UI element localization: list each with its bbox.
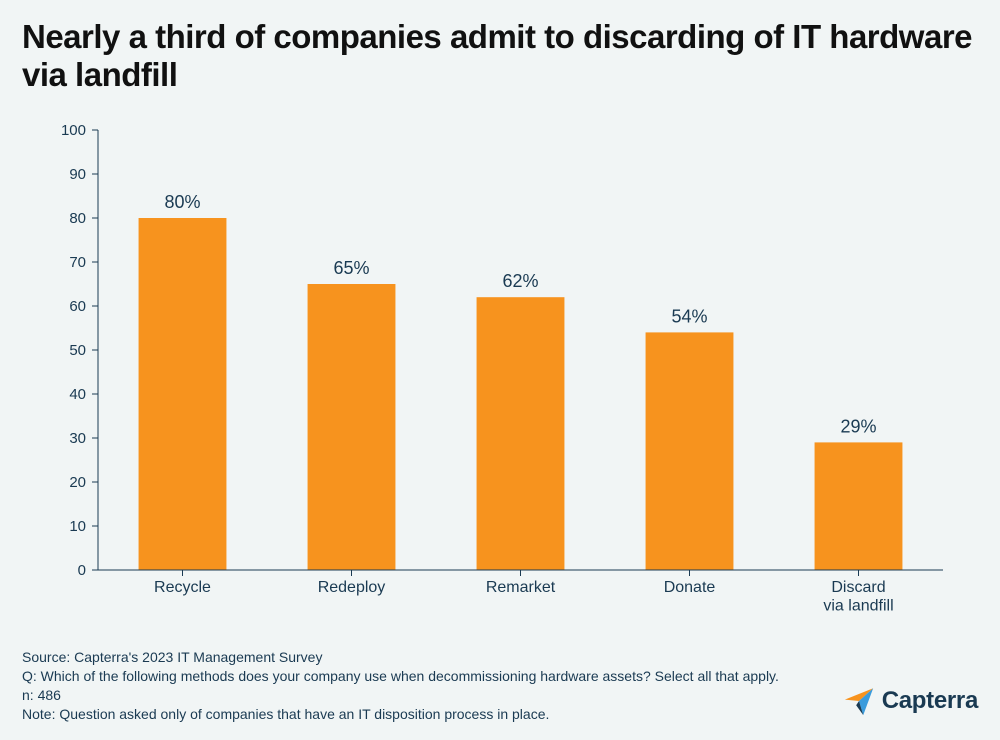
- category-label: Donate: [664, 579, 716, 596]
- svg-text:80: 80: [69, 210, 86, 227]
- svg-text:10: 10: [69, 518, 86, 535]
- bar: [646, 332, 734, 570]
- category-label: Recycle: [154, 579, 211, 596]
- svg-text:90: 90: [69, 166, 86, 183]
- bar-value-label: 29%: [840, 416, 876, 436]
- bar-value-label: 80%: [164, 192, 200, 212]
- bar-value-label: 62%: [502, 271, 538, 291]
- svg-text:20: 20: [69, 474, 86, 491]
- svg-text:0: 0: [78, 562, 86, 579]
- bar: [139, 218, 227, 570]
- svg-text:40: 40: [69, 386, 86, 403]
- bar-value-label: 65%: [333, 258, 369, 278]
- bar-chart: 0 10 20 30 40 50 60 70 80 90 100 80% Recycle 65% Redep…: [48, 120, 953, 620]
- category-label: Remarket: [486, 579, 556, 596]
- category-label: Discard: [831, 579, 885, 596]
- bar: [477, 297, 565, 570]
- capterra-logo: Capterra: [842, 684, 978, 718]
- capterra-logo-text: Capterra: [882, 687, 978, 715]
- footer-n: n: 486: [22, 686, 800, 705]
- bar: [815, 442, 903, 570]
- bar-value-label: 54%: [671, 306, 707, 326]
- svg-text:60: 60: [69, 298, 86, 315]
- chart-footer: Source: Capterra's 2023 IT Management Su…: [22, 648, 800, 724]
- footer-source: Source: Capterra's 2023 IT Management Su…: [22, 648, 800, 667]
- svg-text:70: 70: [69, 254, 86, 271]
- svg-text:30: 30: [69, 430, 86, 447]
- category-label: Redeploy: [318, 579, 386, 596]
- svg-text:50: 50: [69, 342, 86, 359]
- bar-chart-svg: 0 10 20 30 40 50 60 70 80 90 100 80% Recycle 65% Redep…: [48, 120, 953, 620]
- bar: [308, 284, 396, 570]
- category-label: via landfill: [823, 597, 893, 614]
- chart-title: Nearly a third of companies admit to dis…: [22, 18, 978, 94]
- footer-note: Note: Question asked only of companies t…: [22, 705, 800, 724]
- svg-text:100: 100: [61, 122, 86, 139]
- capterra-logo-icon: [842, 684, 876, 718]
- footer-question: Q: Which of the following methods does y…: [22, 667, 800, 686]
